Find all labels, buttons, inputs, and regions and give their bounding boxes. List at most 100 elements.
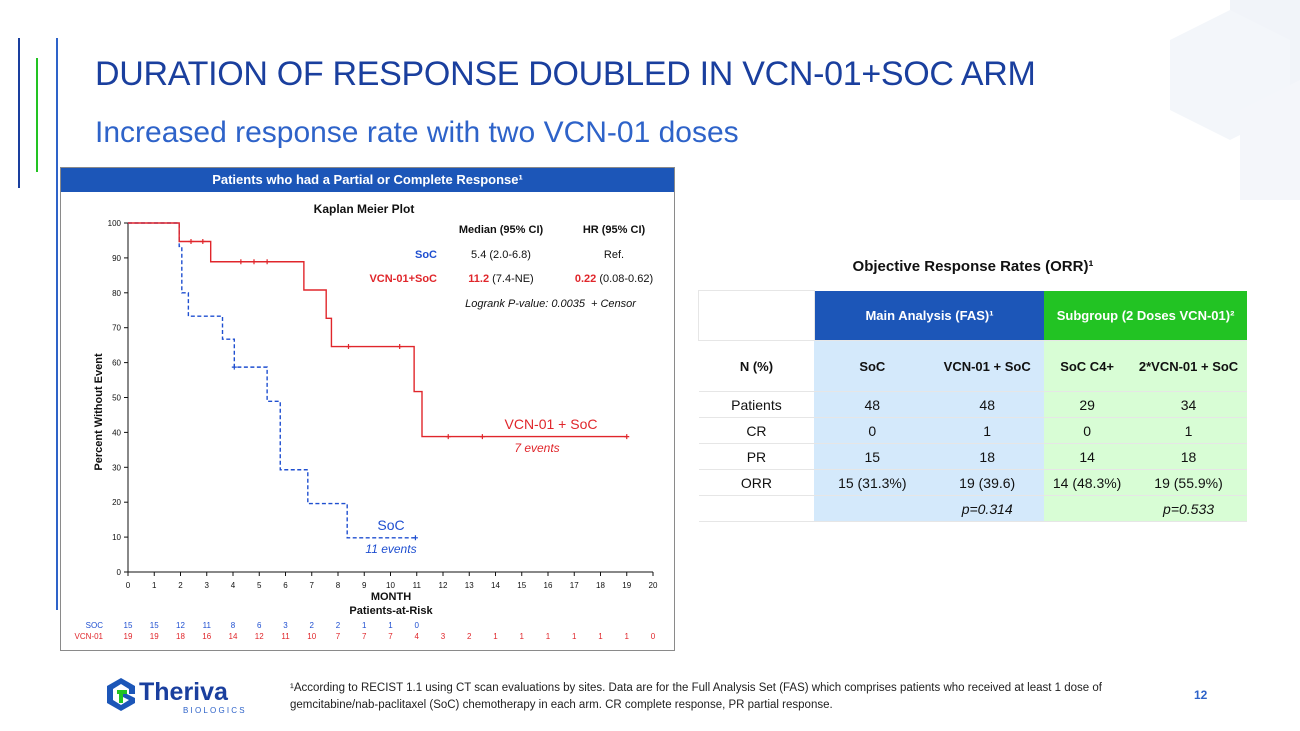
orr-cell: 29	[1044, 391, 1131, 418]
at-risk-value: 1	[546, 632, 551, 641]
table-row: PR 15 18 14 18	[698, 443, 1247, 470]
at-risk-value: 12	[176, 621, 185, 630]
censor-mark	[264, 259, 270, 265]
stats-hr-vcn-ci: (0.08-0.62)	[596, 273, 653, 285]
accent-line	[56, 38, 58, 610]
at-risk-value: 7	[388, 632, 393, 641]
at-risk-value: 1	[388, 621, 393, 630]
orr-column-header-row: N (%) SoC VCN-01 + SoC SoC C4+ 2*VCN-01 …	[698, 340, 1247, 392]
footnote: ¹According to RECIST 1.1 using CT scan e…	[290, 682, 1102, 711]
at-risk-value: 6	[257, 621, 262, 630]
orr-row-label: Patients	[698, 391, 815, 418]
background-hex-decoration	[1170, 0, 1300, 200]
at-risk-value: 16	[202, 632, 211, 641]
series-events-vcn: 7 events	[514, 441, 559, 455]
orr-col-header: SoC C4+	[1044, 340, 1131, 392]
y-tick-label: 70	[112, 324, 121, 333]
vcn-survival-curve	[128, 222, 627, 438]
x-tick-label: 6	[283, 581, 288, 590]
censor-mark	[200, 238, 206, 244]
stats-median-vcn-ci: (7.4-NE)	[489, 273, 534, 285]
orr-col-header: SoC	[814, 340, 931, 392]
x-tick-label: 19	[622, 581, 631, 590]
y-tick-label: 100	[108, 219, 122, 228]
slide-subtitle: Increased response rate with two VCN-01 …	[95, 116, 739, 149]
censor-mark	[624, 434, 630, 440]
x-tick-label: 1	[152, 581, 157, 590]
km-panel: Patients who had a Partial or Complete R…	[60, 167, 675, 651]
y-tick-label: 60	[112, 359, 121, 368]
censor-mark	[479, 434, 485, 440]
x-tick-label: 17	[570, 581, 579, 590]
at-risk-value: 1	[520, 632, 525, 641]
stats-median-soc: 5.4 (2.0-6.8)	[471, 249, 531, 261]
orr-cell: 19 (39.6)	[930, 469, 1045, 496]
at-risk-value: 11	[203, 621, 212, 630]
orr-empty-cell	[698, 290, 815, 341]
at-risk-row-label: VCN-01	[75, 632, 104, 641]
orr-group-header-row: Main Analysis (FAS)¹ Subgroup (2 Doses V…	[698, 290, 1247, 341]
stats-arm-vcn: VCN-01+SoC	[369, 273, 437, 285]
at-risk-value: 2	[336, 621, 341, 630]
logo-name: Theriva	[139, 678, 229, 706]
x-tick-label: 0	[126, 581, 131, 590]
at-risk-value: 7	[336, 632, 341, 641]
orr-empty-cell	[1044, 495, 1131, 522]
at-risk-value: 3	[283, 621, 288, 630]
orr-cell: 18	[1130, 443, 1247, 470]
chart-title: Kaplan Meier Plot	[314, 202, 415, 216]
logrank-pvalue: Logrank P-value: 0.0035	[465, 298, 586, 310]
at-risk-value: 14	[229, 632, 238, 641]
table-row: CR 0 1 0 1	[698, 417, 1247, 444]
orr-cell: 15 (31.3%)	[814, 469, 931, 496]
at-risk-value: 0	[415, 621, 420, 630]
at-risk-value: 4	[415, 632, 420, 641]
series-label-soc: SoC	[377, 517, 404, 533]
orr-cell: 14	[1044, 443, 1131, 470]
at-risk-value: 3	[441, 632, 446, 641]
y-tick-label: 50	[112, 394, 121, 403]
table-row: Patients 48 48 29 34	[698, 391, 1247, 418]
y-tick-label: 80	[112, 289, 121, 298]
table-row: ORR 15 (31.3%) 19 (39.6) 14 (48.3%) 19 (…	[698, 469, 1247, 496]
orr-cell: 18	[930, 443, 1045, 470]
y-tick-label: 10	[112, 533, 121, 542]
orr-row-label: PR	[698, 443, 815, 470]
orr-cell: 1	[1130, 417, 1247, 444]
at-risk-value: 10	[307, 632, 316, 641]
orr-col-header: 2*VCN-01 + SoC	[1130, 340, 1247, 392]
at-risk-value: 1	[598, 632, 603, 641]
orr-row-label: ORR	[698, 469, 815, 496]
x-tick-label: 11	[413, 581, 422, 590]
x-tick-label: 15	[517, 581, 526, 590]
censor-mark	[346, 344, 351, 350]
at-risk-value: 1	[625, 632, 630, 641]
censor-mark	[397, 344, 403, 350]
censor-mark	[445, 434, 451, 440]
at-risk-value: 12	[255, 632, 264, 641]
orr-cell: 19 (55.9%)	[1130, 469, 1247, 496]
x-tick-label: 9	[362, 581, 367, 590]
x-tick-label: 13	[465, 581, 474, 590]
at-risk-value: 0	[651, 632, 656, 641]
orr-empty-cell	[698, 495, 815, 522]
censor-mark	[188, 238, 194, 244]
orr-row-label: CR	[698, 417, 815, 444]
slide-title: DURATION OF RESPONSE DOUBLED IN VCN-01+S…	[95, 55, 1036, 93]
km-chart: Kaplan Meier Plot 0102030405060708090100…	[75, 202, 658, 641]
x-tick-label: 18	[596, 581, 605, 590]
theriva-logo-icon	[107, 678, 135, 711]
orr-cell: 15	[814, 443, 931, 470]
x-tick-label: 14	[491, 581, 500, 590]
x-tick-label: 2	[178, 581, 183, 590]
at-risk-value: 1	[572, 632, 577, 641]
series-label-vcn: VCN-01 + SoC	[505, 416, 598, 432]
orr-cell: 14 (48.3%)	[1044, 469, 1131, 496]
y-axis-label: Percent Without Event	[93, 353, 105, 471]
censor-mark	[231, 364, 237, 370]
x-tick-label: 12	[439, 581, 448, 590]
at-risk-value: 19	[150, 632, 159, 641]
y-tick-label: 90	[112, 254, 121, 263]
orr-pvalue: p=0.533	[1130, 495, 1247, 522]
stats-header-hr: HR (95% CI)	[583, 224, 646, 236]
